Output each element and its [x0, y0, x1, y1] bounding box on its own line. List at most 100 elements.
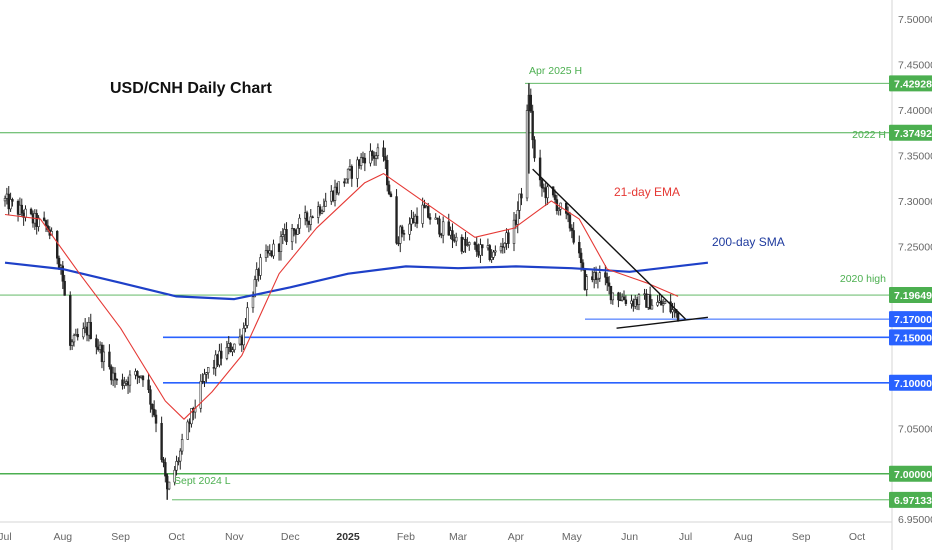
candle-body [190, 408, 193, 425]
candle-body [440, 233, 443, 236]
candle-body [220, 350, 223, 359]
candle-body [331, 190, 335, 201]
candle-body [121, 379, 124, 386]
candle-body [242, 327, 245, 346]
x-tick-label: Dec [281, 531, 300, 543]
candle-body [661, 303, 665, 306]
candle-body [402, 233, 406, 235]
annotation-2020-high: 2020 high [840, 273, 886, 285]
candle-body [438, 218, 441, 235]
candle-body [337, 181, 340, 194]
candle-body [285, 229, 288, 243]
candle-body [499, 246, 503, 252]
candle-body [59, 265, 63, 268]
candle-body [333, 186, 337, 201]
candle-body [624, 299, 628, 304]
candle-body [376, 147, 380, 156]
x-tick-label: Oct [849, 531, 865, 543]
candle-body [486, 245, 490, 249]
candle-body [173, 469, 176, 483]
candle-body [553, 194, 557, 200]
x-tick-label: Nov [225, 531, 244, 543]
annotation-200-day-sma: 200-day SMA [712, 235, 785, 249]
candle-body [604, 272, 607, 278]
candle-body [643, 293, 646, 295]
candle-body [74, 334, 78, 336]
x-tick-label: Feb [397, 531, 415, 543]
candle-body [441, 221, 445, 236]
candle-body [434, 217, 437, 220]
price-tag [889, 311, 932, 328]
candle-body [669, 301, 672, 313]
candle-body [423, 204, 426, 209]
candle-body [516, 210, 519, 225]
price-tag-label: 7.00000 [894, 469, 932, 481]
candle-body [579, 252, 583, 264]
candle-body [436, 217, 439, 220]
y-tick-label: 6.95000 [898, 514, 932, 526]
candle-body [138, 375, 141, 378]
candle-body [233, 343, 236, 351]
candle-body [462, 239, 465, 252]
candle-body [607, 282, 611, 287]
candle-body [358, 159, 361, 166]
candle-body [218, 350, 221, 366]
trendline [532, 168, 687, 320]
x-tick-label: Mar [449, 531, 468, 543]
candle-body [475, 244, 478, 252]
candle-body [501, 246, 505, 248]
candle-body [149, 389, 152, 405]
candle-body [617, 292, 620, 301]
candle-body [503, 243, 506, 248]
annotation-apr-high: Apr 2025 H [529, 65, 582, 77]
candle-body [594, 272, 598, 280]
candle-body [227, 343, 230, 348]
candle-body [413, 215, 417, 224]
candle-body [57, 257, 61, 268]
candle-body [281, 234, 285, 237]
candle-body [544, 187, 547, 199]
candle-body [663, 301, 667, 304]
candle-body [100, 344, 104, 363]
candle-body [464, 239, 467, 246]
candle-body [177, 460, 180, 463]
candle-body [16, 200, 20, 215]
candle-body [37, 217, 40, 227]
candle-body [389, 193, 393, 197]
candle-body [345, 178, 348, 184]
candle-body [583, 268, 587, 290]
candle-body [270, 250, 273, 257]
price-tag-label: 7.10000 [894, 378, 932, 390]
x-tick-label: 2025 [336, 531, 360, 543]
candle-body [372, 155, 376, 159]
x-tick-label: Jul [679, 531, 692, 543]
candle-body [566, 213, 570, 216]
candle-body [635, 299, 639, 305]
candle-body [400, 226, 404, 234]
x-tick-label: Jun [621, 531, 638, 543]
y-tick-label: 7.05000 [898, 423, 932, 435]
candle-body [637, 294, 641, 305]
candle-body [542, 187, 546, 189]
candle-body [128, 374, 132, 386]
candle-body [455, 236, 458, 242]
y-tick-label: 7.50000 [898, 14, 932, 26]
candle-body [108, 351, 111, 368]
candle-body [44, 220, 48, 227]
candle-body [531, 110, 534, 141]
candle-body [139, 375, 143, 378]
candle-body [110, 366, 113, 381]
ema-21-line [4, 173, 679, 420]
candle-body [619, 299, 622, 302]
candle-body [83, 326, 87, 329]
x-tick-label: Sep [111, 531, 130, 543]
candle-body [415, 215, 419, 224]
candle-body [124, 381, 128, 384]
candle-body [188, 421, 191, 425]
candle-body [89, 321, 92, 339]
candle-body [318, 206, 322, 214]
candle-body [658, 300, 661, 303]
candle-body [428, 217, 432, 220]
candle-body [303, 212, 307, 219]
candle-body [361, 157, 365, 159]
